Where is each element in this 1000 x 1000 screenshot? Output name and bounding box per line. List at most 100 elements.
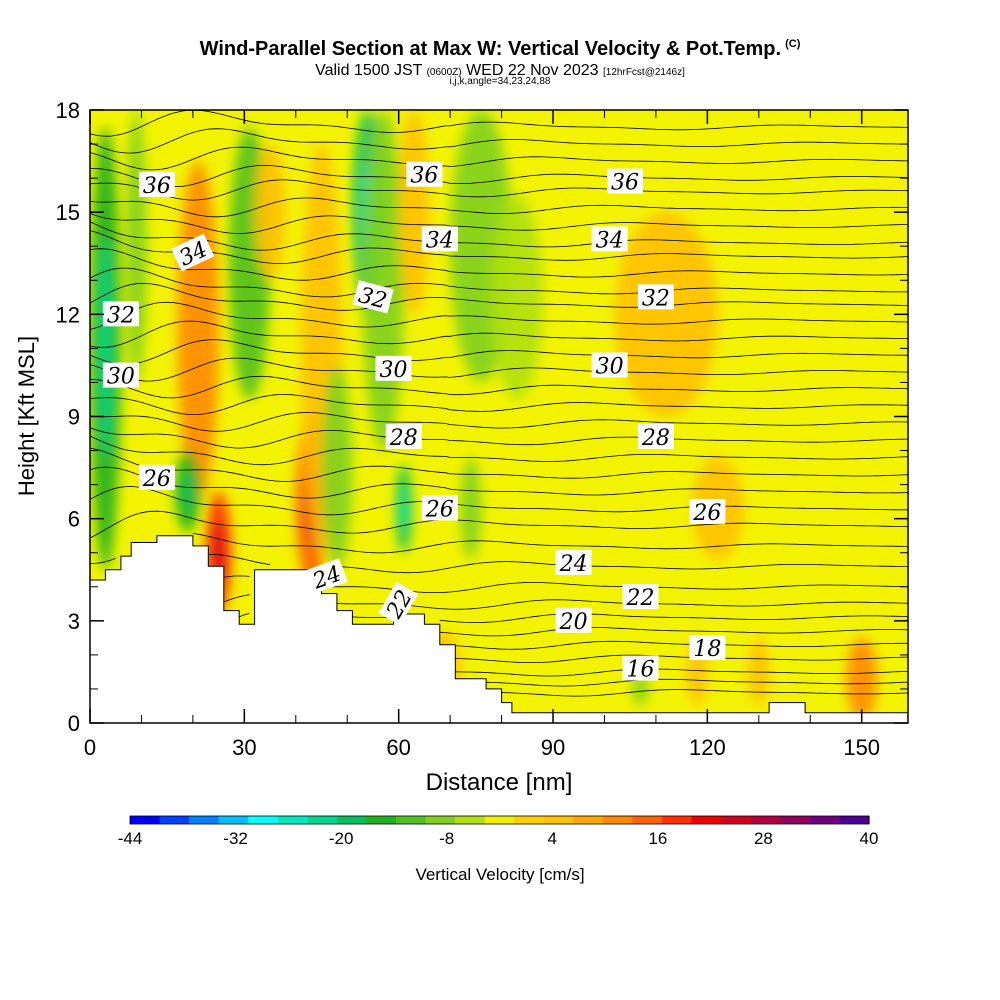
velocity-cell	[254, 144, 286, 281]
contour-label-text: 36	[611, 171, 639, 196]
colorbar-swatch	[159, 816, 190, 824]
title-mark: (C)	[785, 38, 801, 51]
contour-label: 24	[555, 549, 592, 577]
y-tick-label: 15	[56, 200, 80, 225]
x-axis-label: Distance [nm]	[426, 769, 573, 796]
contour-label: 20	[555, 607, 592, 635]
x-tick-label: 90	[541, 735, 565, 760]
theta-contour-line	[90, 179, 908, 201]
contour-label-box	[138, 464, 175, 490]
theta-contour-line	[90, 375, 908, 399]
contour-label: 34	[421, 226, 458, 253]
contour-label: 28	[637, 423, 674, 451]
colorbar-swatch	[307, 816, 338, 824]
contour-label: 36	[138, 171, 175, 199]
contour-label-box	[689, 498, 726, 524]
theta-contour-line	[90, 197, 908, 218]
y-axis-label: Height [Kft MSL]	[14, 336, 39, 496]
y-tick-label: 18	[56, 98, 80, 123]
theta-contour-line	[90, 230, 908, 265]
theta-contour-line	[90, 282, 908, 311]
contour-label-box	[171, 233, 215, 272]
theta-contour-line	[90, 221, 908, 251]
colorbar-swatch	[780, 816, 811, 824]
colorbar-tick-label: 16	[648, 829, 667, 848]
colorbar-swatch	[248, 816, 279, 824]
terrain	[90, 535, 908, 723]
y-tick-label: 6	[68, 507, 80, 532]
colorbar-swatch	[721, 816, 752, 824]
theta-contour-line	[90, 435, 908, 466]
theta-contour-line	[90, 466, 908, 499]
contour-label-box	[622, 584, 659, 609]
contour-label: 16	[622, 655, 659, 683]
contour-label-box	[138, 171, 175, 197]
chart-index-info: i,j,k,angle=34,23,24,88	[449, 76, 551, 87]
y-tick-label: 9	[68, 405, 80, 430]
contour-label-box	[352, 280, 394, 314]
theta-contour-line	[239, 612, 908, 624]
x-tick-label: 120	[689, 735, 726, 760]
x-tick-label: 150	[843, 735, 880, 760]
theta-contour-line	[90, 357, 908, 382]
colorbar-swatch	[396, 816, 427, 824]
contour-label: 34	[171, 233, 215, 272]
contour-label: 36	[607, 168, 643, 196]
colorbar-tick-label: -8	[439, 829, 454, 848]
colorbar: -44 -32 -20 -8 4 16 28 40	[118, 815, 879, 848]
theta-contour-line	[455, 654, 908, 663]
velocity-core	[181, 470, 194, 512]
contour-label-box	[637, 423, 674, 449]
theta-contour-line	[486, 678, 908, 687]
colorbar-tick-label: 40	[860, 829, 879, 848]
contour-label-box	[305, 558, 348, 595]
theta-contour-line	[455, 640, 908, 650]
theta-contour-line	[90, 486, 908, 516]
contour-label: 18	[689, 635, 726, 662]
contour-label-box	[421, 226, 458, 252]
colorbar-swatch	[425, 816, 456, 824]
velocity-cell	[491, 195, 543, 400]
y-tick-label: 0	[68, 711, 80, 736]
contour-label: 22	[622, 584, 659, 611]
contour-labels: 3634323026363432302826242236343230282624…	[102, 161, 726, 683]
contour-label-text: 22	[626, 586, 655, 611]
theta-contour-line	[455, 668, 908, 677]
colorbar-swatch	[277, 816, 308, 824]
colorbar-swatch	[662, 816, 693, 824]
colorbar-swatch	[632, 816, 663, 824]
chart-title: Wind-Parallel Section at Max W: Vertical…	[199, 38, 801, 60]
contour-label-box	[591, 352, 628, 378]
contour-label-box	[555, 549, 592, 575]
colorbar-swatch	[839, 816, 870, 824]
contour-label-text: 28	[389, 426, 418, 451]
y-tick-label: 3	[68, 609, 80, 634]
contour-label-text: 26	[142, 467, 171, 492]
theta-contour-line	[90, 267, 908, 298]
colorbar-swatch	[218, 816, 249, 824]
colorbar-tick-label: -44	[118, 829, 143, 848]
contour-label: 26	[689, 498, 726, 526]
contour-label: 34	[591, 226, 628, 253]
theta-contour-line	[208, 553, 908, 574]
colorbar-swatch	[750, 816, 781, 824]
colorbar-swatch	[336, 816, 368, 824]
theta-contour-line	[90, 128, 908, 154]
contour-label: 30	[102, 362, 139, 390]
theta-contour-line	[90, 510, 908, 539]
contour-label: 28	[385, 423, 422, 451]
colorbar-swatch	[484, 816, 515, 824]
contour-label-box	[622, 655, 659, 681]
theta-contour-line	[90, 320, 908, 348]
theta-contour-line	[439, 627, 908, 637]
x-tick-label: 60	[386, 735, 410, 760]
plot-area	[90, 110, 908, 723]
contour-label-text: 30	[380, 358, 408, 383]
theta-contour-line	[90, 412, 908, 432]
chart-subtitle: Valid 1500 JST (0600Z) WED 22 Nov 2023 […	[315, 62, 685, 79]
x-tick-label: 30	[232, 735, 256, 760]
contour-label-box	[555, 607, 592, 633]
velocity-cell	[846, 637, 878, 720]
